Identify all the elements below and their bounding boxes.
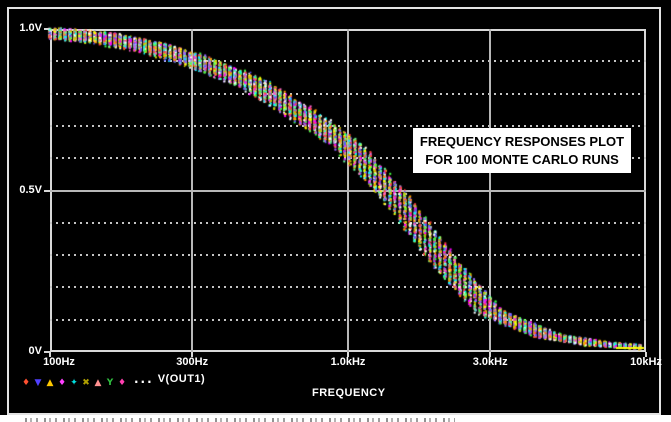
triangle-up-marker-icon: ▲	[46, 377, 54, 388]
triangle-down-marker-icon: ▼	[34, 377, 42, 388]
legend-trace-name: V(OUT1)	[157, 373, 206, 385]
annotation-line2: FOR 100 MONTE CARLO RUNS	[425, 151, 619, 167]
page-caption-clipped	[0, 415, 671, 422]
diamond-marker-icon: ♦	[57, 377, 67, 388]
annotation-line1: FREQUENCY RESPONSES PLOT	[419, 133, 625, 149]
star-marker-icon: ✦	[70, 377, 78, 388]
wye-marker-icon: Y	[106, 377, 114, 388]
legend-row: ♦ ▼ ▲ ♦ ✦ ✖ ▲ Y ♦ ... V(OUT1)	[20, 370, 206, 389]
caption-text-cutoff	[25, 418, 455, 422]
annotation-box: FREQUENCY RESPONSES PLOT FOR 100 MONTE C…	[413, 128, 631, 173]
diamond-marker-icon: ♦	[117, 377, 127, 388]
diamond-marker-icon: ♦	[21, 377, 31, 388]
triangle-up-marker-icon: ▲	[94, 377, 102, 388]
legend-ellipsis: ...	[134, 372, 154, 386]
cross-marker-icon: ✖	[82, 377, 90, 388]
legend-symbols: ♦ ▼ ▲ ♦ ✦ ✖ ▲ Y ♦	[20, 370, 128, 389]
